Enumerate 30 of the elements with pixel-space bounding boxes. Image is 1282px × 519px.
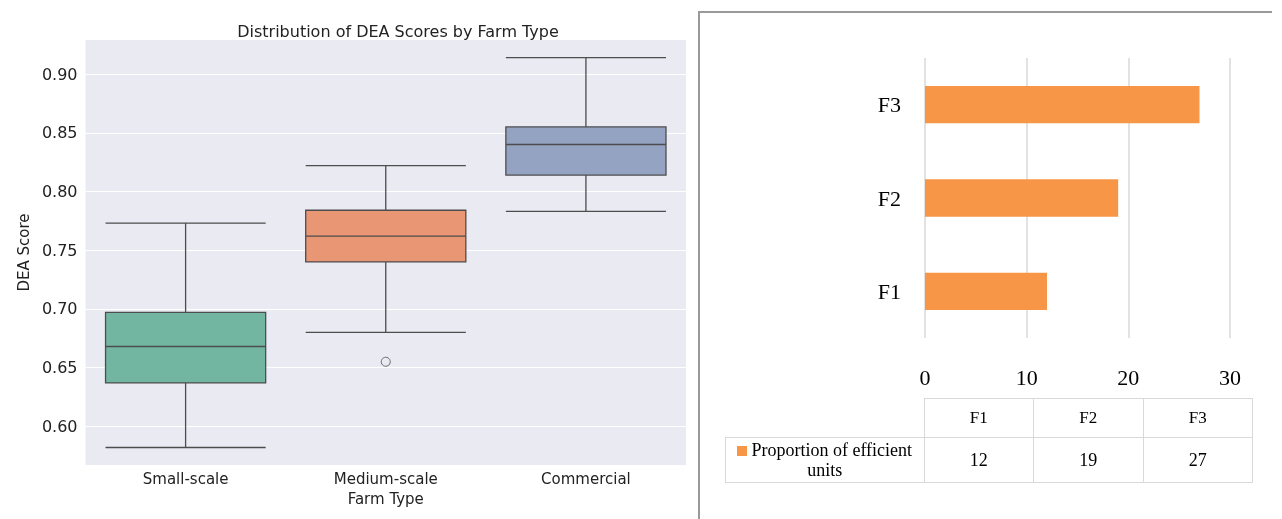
x-axis-title: Farm Type [347,489,424,508]
y-tick-label: 0.75 [41,240,78,260]
y-axis-title: DEA Score [14,213,33,292]
x-tick-label: Small-scale [142,469,229,488]
x-tick-label: Commercial [541,469,631,488]
y-tick-label: F1 [877,278,901,304]
y-tick-label: 0.85 [41,123,78,143]
bar [925,272,1047,310]
y-tick-label: 0.70 [41,299,78,319]
x-tick-label: 0 [919,364,931,390]
x-tick-label: 30 [1219,364,1241,390]
category-label: F1 [924,398,1034,438]
y-tick-label: 0.80 [41,181,78,201]
y-tick-label: 0.65 [41,358,78,378]
category-label: F3 [1143,398,1253,438]
x-tick-label: 10 [1015,364,1038,390]
bar [925,179,1119,217]
y-tick-label: 0.60 [41,416,78,436]
bar [925,86,1200,124]
legend-label: Proportion of efficient units [751,440,913,480]
chart-title: Distribution of DEA Scores by Farm Type [237,21,559,41]
y-tick-label: F3 [877,92,901,118]
y-tick-label: F2 [877,185,901,211]
data-label: 19 [1033,437,1143,483]
category-label: F2 [1033,398,1143,438]
data-label: 27 [1143,437,1253,483]
x-tick-label: Medium-scale [333,469,438,488]
data-label: 12 [924,437,1034,483]
y-tick-label: 0.90 [41,64,78,84]
x-tick-label: 20 [1117,364,1140,390]
